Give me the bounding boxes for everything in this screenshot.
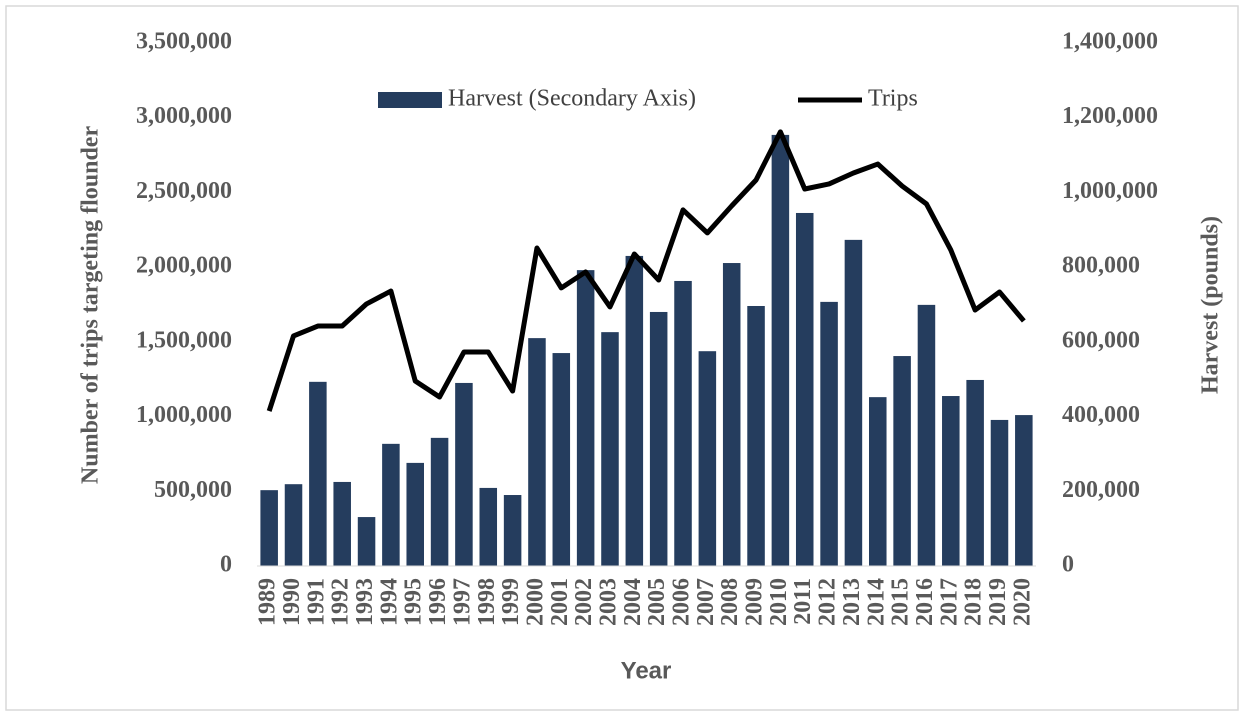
bar (942, 396, 960, 566)
bar (844, 239, 863, 567)
y2-tick-label: 400,000 (1062, 402, 1140, 428)
y2-tick-label: 600,000 (1062, 327, 1140, 353)
bar (893, 356, 911, 566)
x-tick-label: 2018 (961, 578, 987, 626)
legend-swatch (378, 92, 442, 108)
bar (503, 495, 522, 566)
y2-axis-label: Harvest (pounds) (1198, 216, 1224, 394)
bar (625, 255, 644, 566)
x-tick-label: 2019 (985, 578, 1011, 626)
bar (917, 304, 936, 566)
bar (333, 481, 351, 566)
bar (260, 490, 278, 566)
bar (649, 311, 668, 566)
y2-tick-label: 0 (1062, 552, 1074, 578)
y2-tick-label: 200,000 (1062, 477, 1140, 503)
x-tick-label: 1990 (279, 578, 305, 626)
y2-tick-label: 1,000,000 (1062, 178, 1158, 204)
legend-label: Trips (868, 86, 918, 112)
bar (869, 397, 887, 566)
bar (528, 338, 546, 566)
x-tick-label: 2000 (522, 578, 548, 626)
bar (576, 270, 595, 566)
bar (722, 263, 741, 566)
bar (406, 462, 424, 566)
y-tick-label: 3,000,000 (136, 103, 232, 129)
bar (309, 381, 327, 566)
x-tick-label: 1998 (474, 578, 500, 626)
bar (479, 487, 498, 566)
x-tick-label: 2002 (571, 578, 597, 626)
x-tick-label: 1995 (401, 578, 427, 626)
x-tick-label: 1993 (352, 578, 378, 626)
x-tick-label: 2001 (547, 578, 573, 626)
x-tick-label: 1997 (449, 578, 475, 626)
x-tick-label: 2012 (815, 578, 841, 626)
bar (455, 382, 473, 566)
x-tick-label: 2017 (936, 578, 962, 626)
y-tick-label: 2,000,000 (136, 253, 232, 279)
bar (430, 437, 449, 566)
y-tick-label: 1,000,000 (136, 402, 232, 428)
x-tick-label: 1989 (255, 578, 281, 626)
bar (795, 212, 814, 566)
x-tick-label: 2014 (863, 578, 889, 626)
y2-tick-label: 1,400,000 (1062, 29, 1158, 55)
y-tick-label: 3,500,000 (136, 29, 232, 55)
x-tick-label: 2005 (644, 578, 670, 626)
bar (747, 305, 765, 566)
bar (674, 280, 692, 566)
x-tick-label: 2009 (742, 578, 768, 626)
bar (698, 351, 717, 566)
y-tick-label: 1,500,000 (136, 327, 232, 353)
bar (382, 443, 400, 566)
x-tick-label: 2015 (888, 578, 914, 626)
x-tick-label: 1994 (376, 578, 402, 626)
x-tick-label: 2013 (839, 578, 865, 626)
line (266, 129, 1026, 412)
frame (5, 5, 1239, 711)
bar (284, 484, 303, 566)
y-tick-label: 2,500,000 (136, 178, 232, 204)
x-tick-label: 2011 (790, 578, 816, 625)
bar (966, 379, 984, 566)
x-tick-label: 2016 (912, 578, 938, 626)
x-tick-label: 2010 (766, 578, 792, 626)
bar (1015, 415, 1033, 566)
bar (990, 419, 1009, 566)
bar (357, 517, 376, 566)
bar (552, 353, 571, 566)
y2-tick-label: 1,200,000 (1062, 103, 1158, 129)
x-tick-label: 2004 (620, 578, 646, 626)
y-tick-label: 0 (220, 552, 232, 578)
x-tick-label: 1991 (303, 578, 329, 626)
bar (601, 332, 619, 566)
x-axis-label: Year (621, 657, 672, 684)
x-tick-label: 1992 (328, 578, 354, 626)
x-tick-label: 1999 (498, 578, 524, 626)
legend-label: Harvest (Secondary Axis) (448, 86, 696, 112)
y2-tick-label: 800,000 (1062, 253, 1140, 279)
x-tick-label: 1996 (425, 578, 451, 626)
y-tick-label: 500,000 (154, 477, 232, 503)
y-axis-label: Number of trips targeting flounder (78, 126, 104, 485)
x-tick-label: 2003 (595, 578, 621, 626)
bar (771, 134, 790, 567)
x-tick-label: 2008 (717, 578, 743, 626)
x-tick-label: 2006 (669, 578, 695, 626)
x-tick-label: 2007 (693, 578, 719, 626)
bar (820, 301, 838, 566)
x-tick-label: 2020 (1009, 578, 1035, 626)
